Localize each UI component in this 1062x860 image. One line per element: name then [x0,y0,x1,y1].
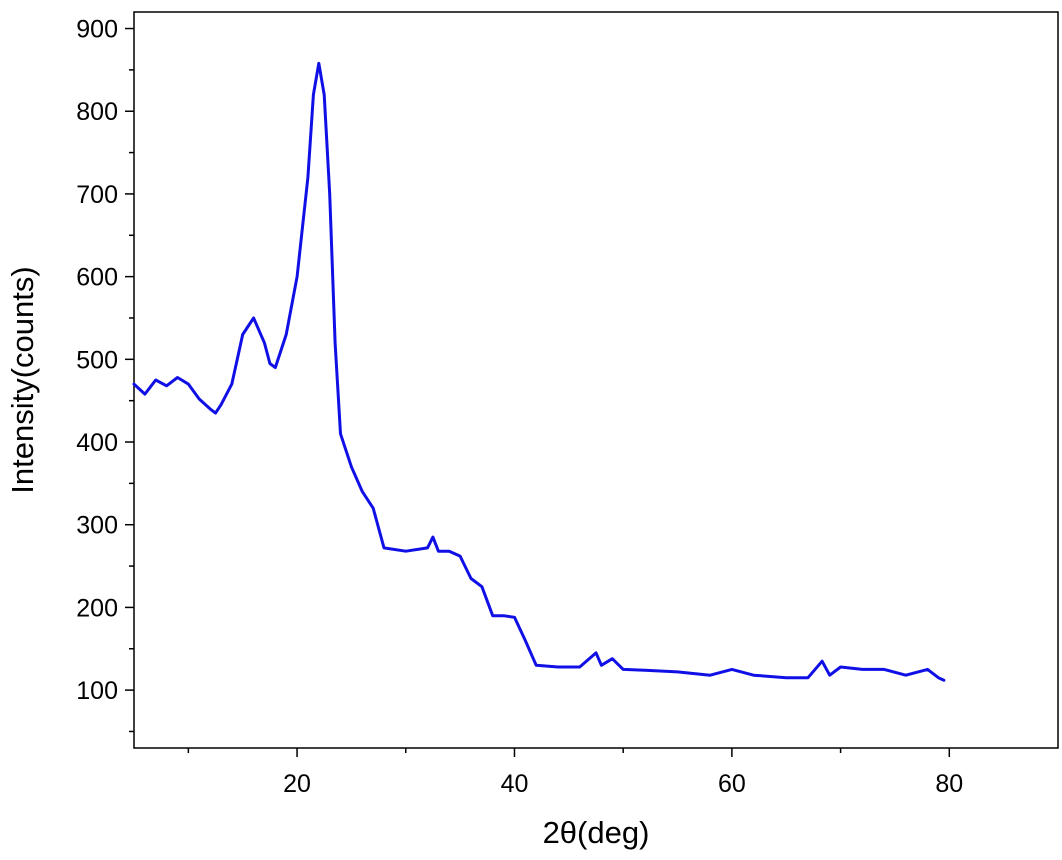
y-tick-label: 400 [76,429,118,457]
y-tick-label: 500 [76,346,118,374]
y-tick-label: 900 [76,16,118,44]
intensity-series-line [132,61,946,682]
y-axis-ticks: 100 200 300 400 500 600 700 800 900 [76,16,134,733]
x-tick-label: 40 [501,770,529,798]
y-tick-label: 100 [76,677,118,705]
x-axis-title: 2θ(deg) [543,815,650,850]
y-tick-label: 800 [76,98,118,126]
plot-frame [133,11,1059,749]
y-axis-title: Intensity(counts) [5,266,40,493]
x-tick-label: 80 [935,770,963,798]
x-tick-label: 20 [283,770,311,798]
y-tick-label: 200 [76,594,118,622]
y-tick-label: 600 [76,264,118,292]
y-tick-label: 300 [76,512,118,540]
x-axis-ticks: 20 40 60 80 [187,748,963,798]
x-tick-label: 60 [718,770,746,798]
y-tick-label: 700 [76,181,118,209]
